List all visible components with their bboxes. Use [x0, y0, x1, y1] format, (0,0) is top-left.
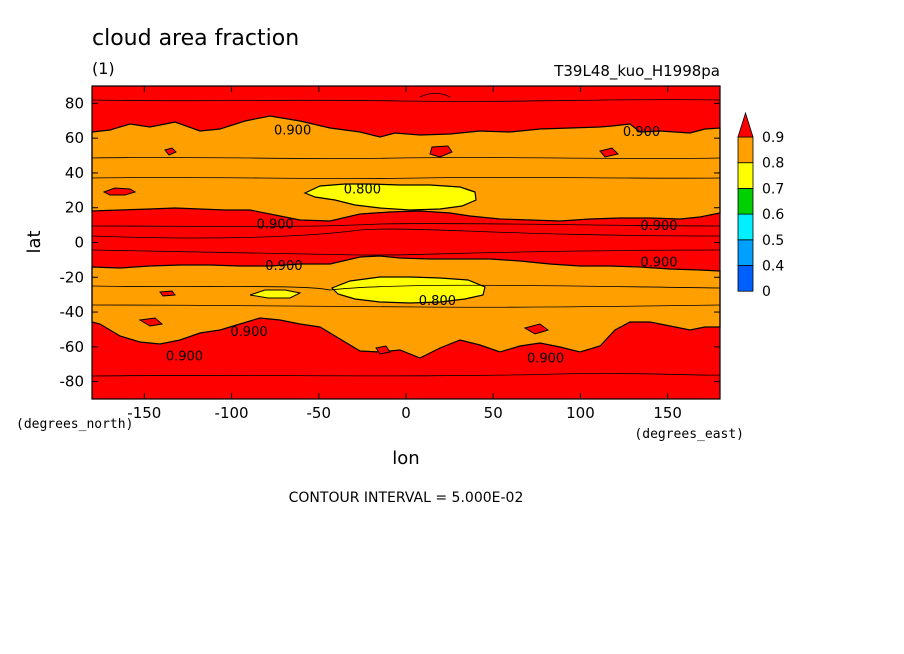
- colorbar-top-arrow: [737, 111, 754, 138]
- x-axis: -150 -100 -50 0 50 100 150: [127, 86, 682, 422]
- contour-label: 0.900: [230, 325, 267, 340]
- fill-red-island-4: [599, 147, 619, 158]
- contour-label: 0.800: [344, 183, 381, 198]
- contour-label: 0.900: [623, 125, 660, 140]
- thin-contour-lines: [91, 92, 721, 377]
- fill-red-island-7: [523, 323, 550, 335]
- colorbar-swatch: [737, 187, 754, 215]
- contour-label: 0.900: [527, 351, 564, 366]
- y-tick-label: 80: [65, 94, 84, 112]
- contour-interval-note: CONTOUR INTERVAL = 5.000E-02: [289, 490, 524, 506]
- colorbar-label: 0.6: [762, 207, 784, 223]
- y-tick-label: -20: [60, 268, 85, 286]
- x-tick-label: 100: [566, 404, 595, 422]
- fill-yellow-south-patch: [330, 276, 486, 304]
- colorbar-label: 0.7: [762, 181, 784, 197]
- y-tick-label: -60: [60, 338, 85, 356]
- colorbar-label: 0.5: [762, 233, 784, 249]
- colorbar-label: 0: [762, 284, 771, 300]
- contour-label: 0.900: [274, 123, 311, 138]
- y-axis: -80 -60 -40 -20 0 20 40 60 80: [60, 94, 720, 391]
- x-tick-label: -150: [127, 404, 161, 422]
- x-axis-label: lon: [392, 448, 419, 469]
- plot-area: [91, 86, 721, 399]
- fill-red-island-2: [164, 147, 177, 156]
- x-tick-label: 150: [653, 404, 682, 422]
- fill-red-island-5: [138, 317, 164, 327]
- y-tick-label: -40: [60, 303, 85, 321]
- chart-title: cloud area fraction: [92, 26, 299, 51]
- colorbar-swatch: [737, 162, 754, 189]
- y-tick-label: 0: [74, 234, 84, 252]
- x-axis-units: (degrees_east): [634, 427, 744, 442]
- colorbar: 0 0.4 0.5 0.6 0.7 0.8 0.9: [737, 111, 784, 300]
- run-label: T39L48_kuo_H1998pa: [553, 62, 720, 81]
- colorbar-swatch: [737, 265, 754, 292]
- fill-red-island-6: [375, 345, 391, 355]
- colorbar-label: 0.4: [762, 259, 784, 275]
- colorbar-label: 0.8: [762, 156, 784, 172]
- y-axis-label: lat: [24, 230, 45, 253]
- contour-label: 0.900: [166, 350, 203, 365]
- x-tick-label: -100: [215, 404, 249, 422]
- fill-orange-north-band: [91, 115, 721, 222]
- colorbar-swatch: [737, 213, 754, 241]
- contour-labels: 0.900 0.900 0.800 0.900 0.900 0.900 0.900 0.800…: [166, 123, 678, 366]
- x-tick-label: 50: [484, 404, 503, 422]
- x-tick-label: -50: [307, 404, 332, 422]
- colorbar-swatch: [737, 136, 754, 164]
- fill-yellow-north-patch: [303, 183, 477, 211]
- y-axis-units: (degrees_north): [16, 417, 133, 432]
- y-tick-label: 20: [65, 199, 84, 217]
- contour-label: 0.900: [265, 259, 302, 274]
- colorbar-label: 0.9: [762, 130, 784, 146]
- y-tick-label: 60: [65, 129, 84, 147]
- colorbar-swatch: [737, 239, 754, 266]
- x-tick-label: 0: [401, 404, 411, 422]
- y-tick-label: 40: [65, 164, 84, 182]
- fill-red-island-3: [429, 145, 453, 158]
- chart-subtitle: (1): [92, 59, 115, 78]
- fill-red-island-1: [102, 187, 137, 196]
- contour-label: 0.900: [640, 219, 677, 234]
- contour-label: 0.900: [640, 256, 677, 271]
- fill-red-island-8: [159, 290, 176, 297]
- fill-yellow-small-south: [249, 289, 302, 299]
- y-tick-label: -80: [60, 373, 85, 391]
- contour-label: 0.900: [257, 217, 294, 232]
- contour-label: 0.800: [419, 294, 456, 309]
